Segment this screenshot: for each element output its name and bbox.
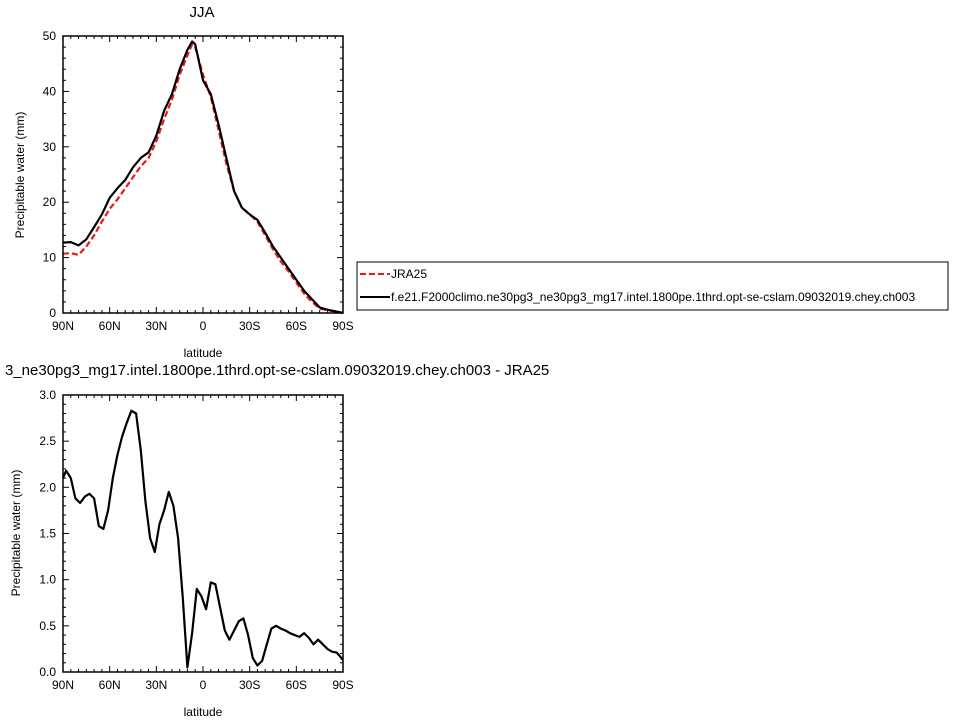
bottom-ticks: 90N 60N 30N 0 30S 60S 90S 0.0 0.5 1.0 1.5 2.0 2.5 3.0 <box>39 388 353 692</box>
bottom-y-tick-label: 2.5 <box>39 434 56 448</box>
bottom-x-tick-label: 30N <box>145 678 167 692</box>
bottom-chart-title: 3_ne30pg3_mg17.intel.1800pe.1thrd.opt-se… <box>5 362 549 379</box>
top-y-tick-label: 20 <box>43 195 57 209</box>
top-series-line-1 <box>62 40 344 315</box>
top-plot-frame <box>62 35 344 314</box>
bottom-y-tick-label: 2.0 <box>39 480 56 494</box>
legend-label-model: f.e21.F2000climo.ne30pg3_ne30pg3_mg17.in… <box>391 290 915 304</box>
top-x-tick-label: 0 <box>200 319 207 333</box>
top-chart-title: JJA <box>189 4 214 21</box>
top-x-tick-label: 60S <box>286 319 307 333</box>
bottom-y-tick-label: 1.5 <box>39 527 56 541</box>
top-y-tick-label: 30 <box>43 140 57 154</box>
bottom-x-axis-label: latitude <box>184 705 223 719</box>
bottom-x-tick-label: 0 <box>200 678 207 692</box>
bottom-x-tick-label: 90N <box>52 678 74 692</box>
top-panel: JJA 90N 60N 30N 0 30S 60S 90S 0 10 20 30 40 50 latit… <box>13 4 354 360</box>
legend: JRA25 f.e21.F2000climo.ne30pg3_ne30pg3_m… <box>356 261 949 311</box>
bottom-y-tick-label: 1.0 <box>39 573 56 587</box>
top-y-tick-label: 50 <box>43 29 57 43</box>
bottom-x-tick-label: 60N <box>99 678 121 692</box>
bottom-series-line-0 <box>61 409 344 669</box>
top-x-tick-label: 30N <box>145 319 167 333</box>
bottom-y-axis-label: Precipitable water (mm) <box>9 470 23 597</box>
bottom-y-tick-label: 0.0 <box>39 665 56 679</box>
top-series-line-0 <box>62 43 344 315</box>
top-y-axis-label: Precipitable water (mm) <box>13 112 27 239</box>
top-y-tick-label: 40 <box>43 84 57 98</box>
legend-box <box>356 261 949 311</box>
top-x-axis-label: latitude <box>184 346 223 360</box>
top-x-tick-label: 90S <box>332 319 353 333</box>
top-x-tick-label: 90N <box>52 319 74 333</box>
top-y-tick-label: 10 <box>43 251 57 265</box>
bottom-y-tick-label: 0.5 <box>39 619 56 633</box>
top-x-tick-label: 60N <box>99 319 121 333</box>
top-series-group <box>62 40 344 315</box>
top-ticks: 90N 60N 30N 0 30S 60S 90S 0 10 20 30 40 50 <box>43 29 354 333</box>
bottom-series-group <box>61 409 344 669</box>
bottom-plot-frame <box>62 394 344 673</box>
bottom-x-tick-label: 60S <box>286 678 307 692</box>
bottom-x-tick-label: 30S <box>239 678 260 692</box>
bottom-x-tick-label: 90S <box>332 678 353 692</box>
bottom-y-tick-label: 3.0 <box>39 388 56 402</box>
top-y-tick-label: 0 <box>49 306 56 320</box>
bottom-panel: 3_ne30pg3_mg17.intel.1800pe.1thrd.opt-se… <box>5 362 549 719</box>
legend-label-jra25: JRA25 <box>391 267 427 281</box>
top-x-tick-label: 30S <box>239 319 260 333</box>
